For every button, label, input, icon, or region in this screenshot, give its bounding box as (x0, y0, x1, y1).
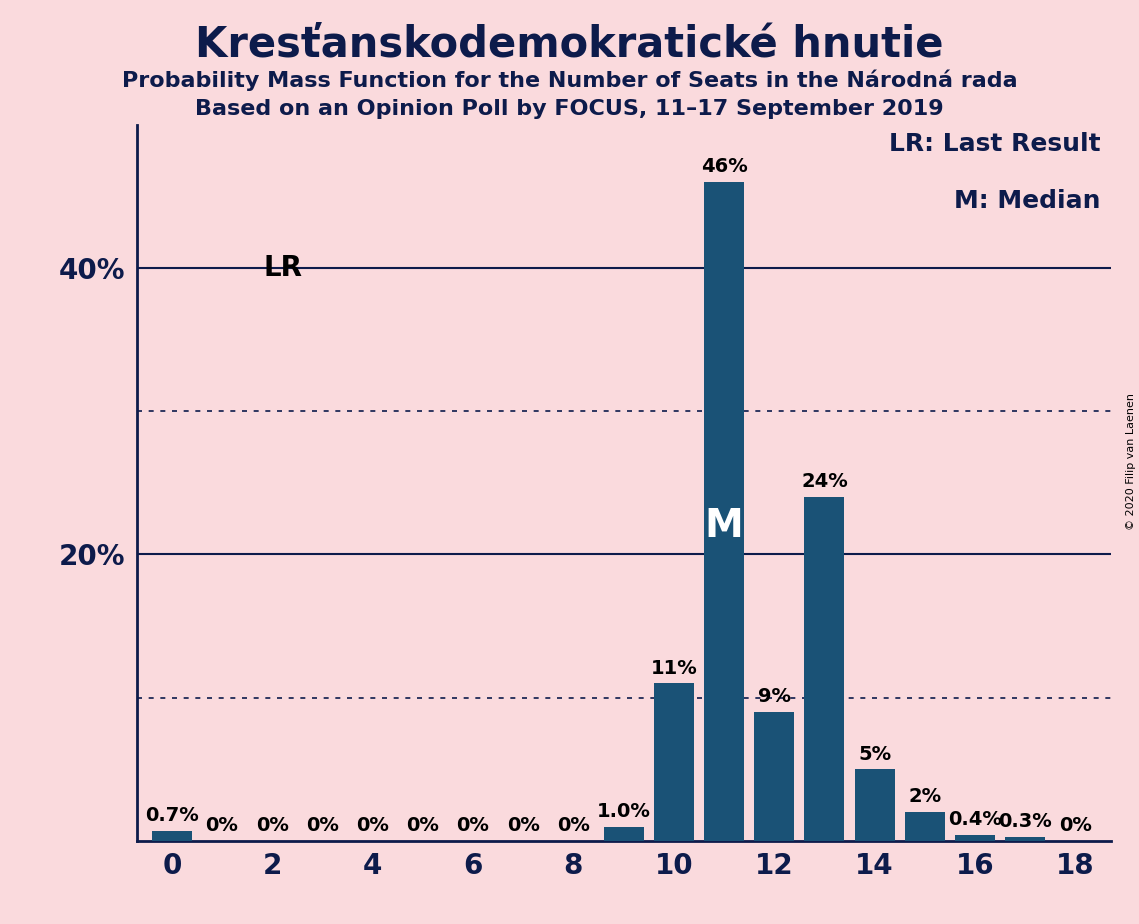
Text: 46%: 46% (700, 157, 747, 176)
Bar (954, 835, 995, 841)
Bar (804, 497, 844, 841)
Text: Probability Mass Function for the Number of Seats in the Národná rada: Probability Mass Function for the Number… (122, 69, 1017, 91)
Bar (904, 812, 945, 841)
Bar (704, 182, 744, 841)
Bar (604, 827, 644, 841)
Text: Kresťanskodemokratické hnutie: Kresťanskodemokratické hnutie (195, 23, 944, 65)
Text: 0.3%: 0.3% (998, 812, 1052, 831)
Bar (151, 831, 191, 841)
Text: 0%: 0% (407, 816, 440, 835)
Bar (1005, 836, 1046, 841)
Text: 0%: 0% (256, 816, 288, 835)
Text: 11%: 11% (650, 659, 697, 677)
Text: LR: Last Result: LR: Last Result (888, 132, 1100, 156)
Text: 0%: 0% (507, 816, 540, 835)
Text: M: Median: M: Median (954, 189, 1100, 213)
Text: LR: LR (263, 254, 302, 282)
Bar (654, 684, 694, 841)
Text: 0%: 0% (557, 816, 590, 835)
Text: 24%: 24% (801, 472, 847, 492)
Text: © 2020 Filip van Laenen: © 2020 Filip van Laenen (1126, 394, 1136, 530)
Text: 0%: 0% (357, 816, 390, 835)
Bar (754, 712, 794, 841)
Text: 0.7%: 0.7% (145, 806, 198, 825)
Bar (854, 769, 894, 841)
Text: M: M (705, 506, 744, 545)
Text: 0%: 0% (306, 816, 338, 835)
Text: Based on an Opinion Poll by FOCUS, 11–17 September 2019: Based on an Opinion Poll by FOCUS, 11–17… (195, 99, 944, 119)
Text: 5%: 5% (858, 745, 891, 763)
Text: 9%: 9% (757, 687, 790, 706)
Text: 0%: 0% (1059, 816, 1092, 835)
Text: 1.0%: 1.0% (597, 802, 650, 821)
Text: 2%: 2% (908, 787, 941, 807)
Text: 0%: 0% (457, 816, 490, 835)
Text: 0.4%: 0.4% (948, 810, 1002, 830)
Text: 0%: 0% (205, 816, 238, 835)
